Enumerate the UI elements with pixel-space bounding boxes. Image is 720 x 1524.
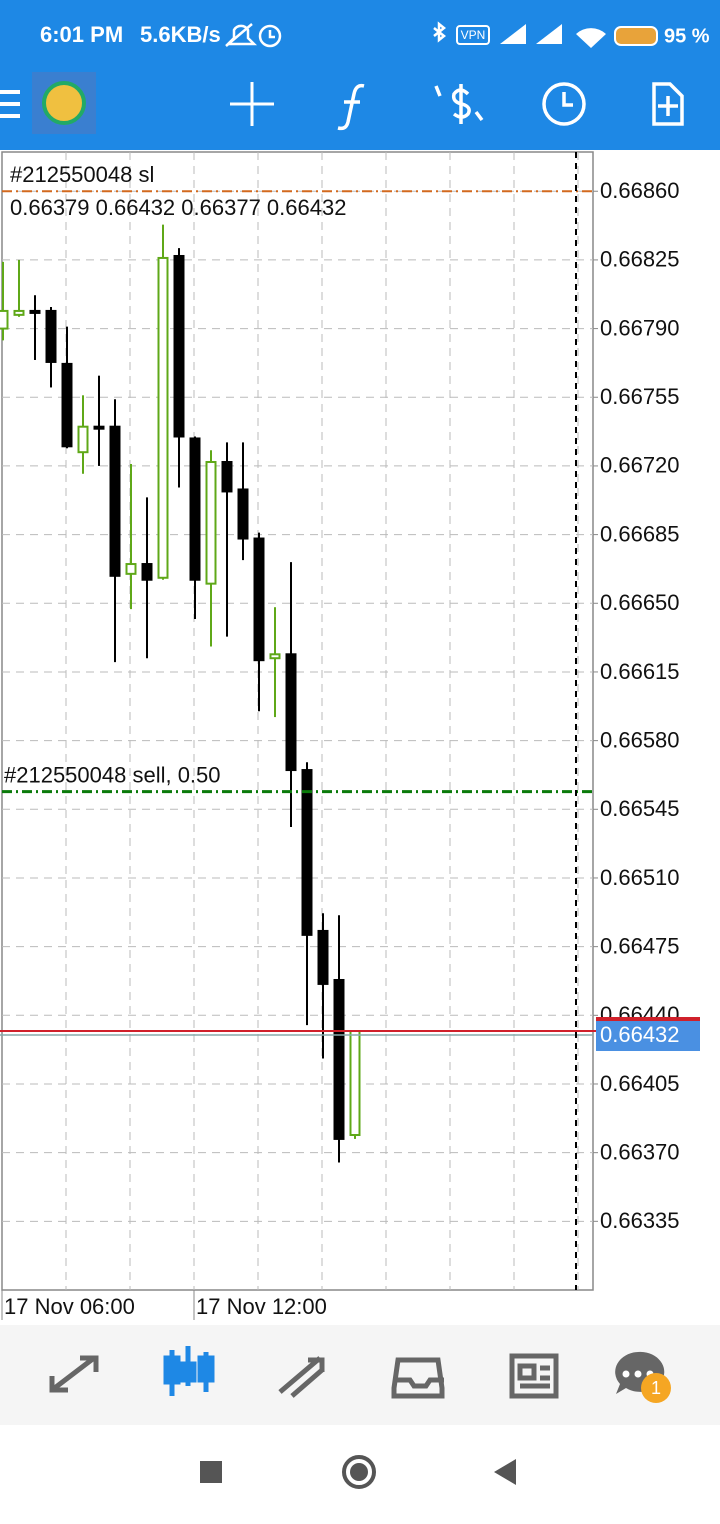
candle-body — [93, 425, 105, 430]
candle-body — [301, 769, 313, 936]
back-button[interactable] — [494, 1459, 516, 1485]
candle-body — [45, 309, 57, 363]
candle-body — [317, 929, 329, 985]
y-tick-label: 0.66370 — [600, 1139, 680, 1164]
candle-body — [285, 653, 297, 772]
y-tick-label: 0.66755 — [600, 384, 680, 409]
candle-body — [269, 653, 281, 660]
quotes-tab[interactable] — [49, 1355, 99, 1393]
candle-body — [157, 256, 169, 579]
candle-body — [13, 309, 25, 316]
candle-body — [205, 461, 217, 585]
candle-body — [173, 254, 185, 438]
bottom-nav — [0, 1325, 720, 1425]
vpn-box — [456, 25, 490, 45]
candle-body — [77, 425, 89, 454]
battery-icon — [614, 26, 658, 46]
crosshair-icon[interactable] — [230, 82, 274, 126]
y-tick-label: 0.66685 — [600, 521, 680, 546]
bid-label-bg — [596, 1021, 700, 1052]
candle-body — [125, 563, 137, 575]
candle-body — [109, 425, 121, 577]
menu-icon[interactable] — [0, 90, 20, 118]
candle-body — [253, 537, 265, 662]
ohlc-label: 0.66379 0.66432 0.66377 0.66432 — [10, 195, 346, 220]
bid-label: 0.66432 — [600, 1022, 680, 1047]
y-tick-label: 0.66580 — [600, 727, 680, 752]
y-tick-label: 0.66825 — [600, 247, 680, 272]
candle-body — [29, 309, 41, 314]
history-tab[interactable] — [391, 1357, 445, 1399]
logo-globe — [42, 81, 86, 125]
chart: 0.66860 0.66825 0.66790 0.66755 0.66720 0.666… — [0, 162, 700, 1320]
x-tick-label: 17 Nov 06:00 — [4, 1294, 135, 1319]
vpn: VPN — [461, 28, 486, 42]
chart-tab[interactable] — [163, 1346, 215, 1396]
order-label: #212550048 sell, 0.50 — [4, 762, 221, 787]
chart-area — [1, 151, 594, 1291]
chat-badge: 1 — [651, 1378, 661, 1398]
header-bg — [0, 0, 720, 150]
y-tick-label: 0.66650 — [600, 590, 680, 615]
y-tick-label: 0.66475 — [600, 933, 680, 958]
candle-body — [141, 563, 153, 581]
y-tick-label: 0.66545 — [600, 796, 680, 821]
candle-body — [237, 488, 249, 540]
home-dot — [350, 1463, 368, 1481]
status-icons — [224, 21, 447, 48]
sl-label: #212550048 sl — [10, 162, 154, 187]
candle-body — [349, 1030, 361, 1136]
candle-body — [0, 309, 9, 330]
recents-button[interactable] — [200, 1461, 222, 1483]
new-order-icon[interactable] — [652, 82, 684, 126]
period-icon[interactable] — [542, 82, 586, 126]
candle-body — [61, 362, 73, 448]
x-tick-label: 17 Nov 12:00 — [196, 1294, 327, 1319]
badge-bg — [641, 1373, 671, 1403]
candle-body — [333, 978, 345, 1140]
y-tick-label: 0.66335 — [600, 1208, 680, 1233]
bottom-icons — [49, 1346, 559, 1399]
trade-icon[interactable] — [434, 84, 484, 124]
indicator-icon[interactable] — [337, 83, 365, 131]
y-tick-label: 0.66615 — [600, 659, 680, 684]
bid-label-bar — [596, 1017, 700, 1023]
candle-body — [221, 461, 233, 493]
y-tick-label: 0.66510 — [600, 865, 680, 890]
y-tick-label: 0.66790 — [600, 315, 680, 340]
status-time: 6:01 PM — [40, 22, 123, 47]
status-speed: 5.6KB/s — [140, 22, 221, 47]
candle-body — [189, 437, 201, 581]
y-tick-label: 0.66860 — [600, 178, 680, 203]
toolbar — [0, 72, 684, 134]
trade-tab[interactable] — [278, 1356, 325, 1398]
y-tick-label: 0.66405 — [600, 1071, 680, 1096]
home-button[interactable] — [342, 1455, 376, 1489]
signal-icons — [500, 24, 606, 48]
news-tab[interactable] — [509, 1353, 559, 1399]
y-tick-label: 0.66720 — [600, 453, 680, 478]
battery: 95 % — [664, 25, 710, 47]
